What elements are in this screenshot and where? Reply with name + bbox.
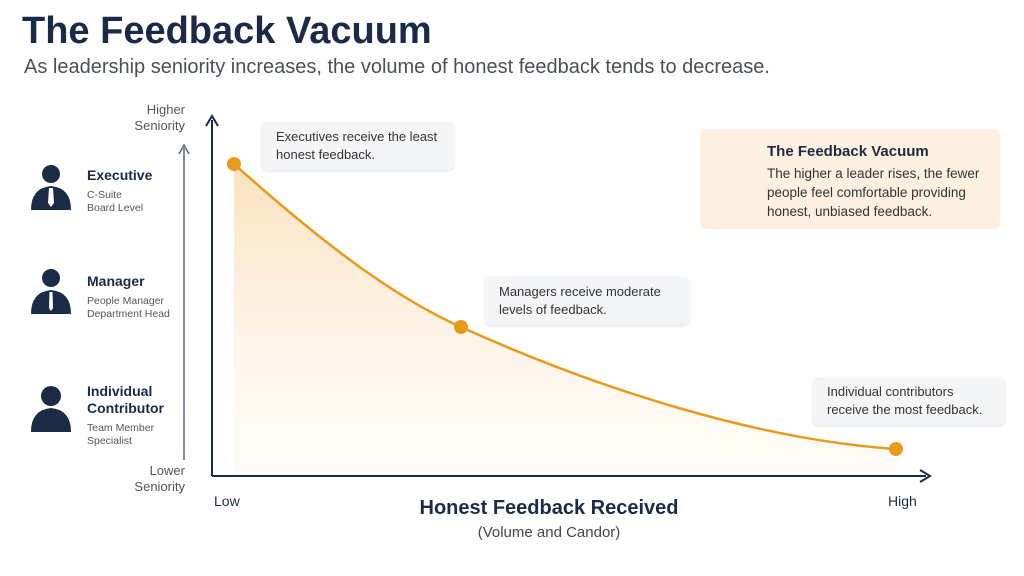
title: The Feedback Vacuum: [22, 10, 432, 52]
level-detail: People Manager: [87, 295, 165, 307]
level: Executive C-Suite Board Level: [87, 167, 182, 215]
note-title: The Feedback Vacuum: [767, 143, 929, 160]
level: Individual Contributor Team Member Speci…: [87, 383, 182, 448]
note-box: The Feedback Vacuum The higher a leader …: [700, 129, 1000, 229]
label-line: Seniority: [134, 479, 185, 494]
x-high-label: High: [888, 493, 917, 509]
person-icon: [31, 269, 71, 314]
callout: Executives receive the least honest feed…: [262, 122, 454, 170]
label-line: Lower: [149, 463, 185, 478]
x-low-label: Low: [214, 493, 240, 509]
note-text: The higher a leader rises, the fewer peo…: [767, 166, 980, 219]
x-axis-subtitle: (Volume and Candor): [477, 524, 621, 541]
y-top-label: Higher Seniority: [115, 102, 185, 134]
level-title: Executive: [87, 167, 153, 183]
seniority-arrow-head: [178, 143, 190, 155]
y-arrow: [205, 114, 219, 127]
point: [227, 157, 241, 171]
point: [889, 442, 903, 456]
level-detail: Department Head: [87, 308, 170, 320]
x-axis-title: Honest Feedback Received: [419, 497, 679, 519]
curve: [233, 163, 897, 451]
level-title: Individual Contributor: [87, 383, 164, 416]
subtitle: As leadership seniority increases, the v…: [24, 56, 770, 78]
level-detail: Board Level: [87, 202, 144, 214]
curve-area: [234, 164, 896, 476]
callout: Managers receive moderate levels of feed…: [485, 277, 689, 325]
x-arrow: [919, 469, 932, 483]
person-icon: [31, 386, 71, 432]
level-detail: C-Suite: [87, 189, 123, 201]
level-detail: Specialist: [87, 435, 132, 447]
label-line: Seniority: [134, 118, 185, 133]
y-bottom-label: Lower Seniority: [115, 463, 185, 495]
person-icon: [31, 165, 71, 210]
level-title: Manager: [87, 273, 145, 289]
label-line: Higher: [146, 102, 185, 117]
level-detail: Team Member: [87, 422, 155, 434]
level: Manager People Manager Department Head: [87, 273, 182, 321]
callout: Individual contributors receive the most…: [813, 377, 1005, 425]
point: [454, 320, 468, 334]
